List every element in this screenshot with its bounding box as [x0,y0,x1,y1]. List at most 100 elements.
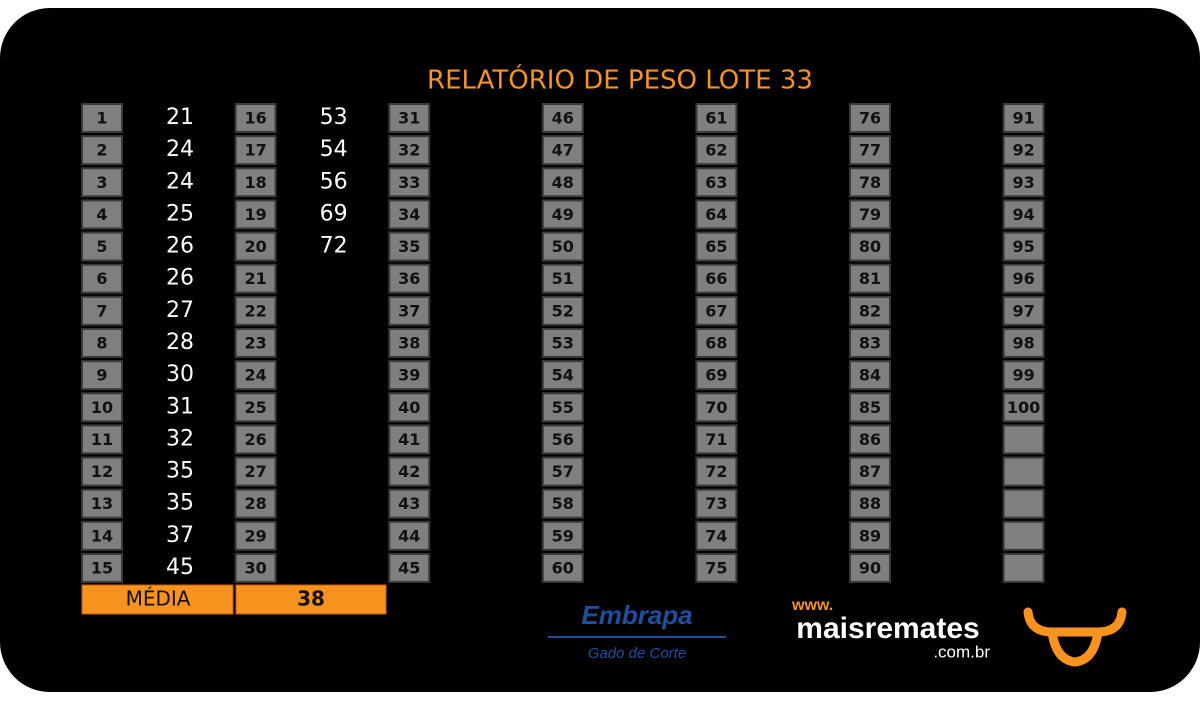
id-box [695,263,738,294]
id-label: 21 [244,269,266,288]
id-label: 14 [91,526,113,545]
id-label: 94 [1012,205,1034,224]
id-label: 41 [398,430,420,449]
id-label: 71 [705,430,727,449]
id-label: 26 [244,430,266,449]
id-box [695,167,738,198]
average-value-cell [235,584,387,615]
id-label: 86 [859,430,881,449]
weight: 45 [166,555,194,580]
id-label: 84 [859,366,881,385]
id-box [234,424,277,455]
id-label: 77 [859,141,881,160]
id-box [849,199,891,230]
id-box [388,520,431,551]
id-label: 28 [244,494,266,513]
id-box [541,263,584,294]
weight: 28 [166,330,194,355]
id-label: 1 [96,109,107,128]
id-box [1002,231,1045,262]
average-label: MÉDIA [126,587,191,611]
id-label: 91 [1012,109,1034,128]
id-box [81,552,123,583]
id-box [234,231,277,262]
bull-icon [1023,607,1127,667]
weight: 31 [166,394,194,419]
id-box [849,488,891,519]
id-label: 46 [552,109,574,128]
embrapa-logo: Embrapa [581,600,692,630]
id-box [1002,552,1045,583]
id-box [541,456,584,487]
id-box [849,231,891,262]
id-box [541,167,584,198]
id-box [234,103,277,133]
id-label: 99 [1012,366,1034,385]
id-label: 75 [705,558,727,577]
id-label: 38 [398,333,420,352]
id-label: 53 [552,333,574,352]
weight: 54 [320,137,348,162]
id-label: 24 [244,366,266,385]
id-label: 96 [1012,269,1034,288]
id-box [541,295,584,326]
embrapa-subtitle: Gado de Corte [588,645,686,662]
id-box [849,295,891,326]
id-label: 68 [705,333,727,352]
id-label: 66 [705,269,727,288]
id-box [695,424,738,455]
id-label: 58 [552,494,574,513]
id-label: 87 [859,462,881,481]
id-box [234,360,277,391]
id-box [695,231,738,262]
id-label: 7 [96,301,107,320]
id-label: 9 [96,366,107,385]
id-label: 76 [859,109,881,128]
id-box [234,392,277,423]
id-box [388,392,431,423]
id-box [388,263,431,294]
id-label: 20 [244,237,266,256]
id-label: 88 [859,494,881,513]
id-label: 56 [552,430,574,449]
id-label: 97 [1012,301,1034,320]
id-box [695,295,738,326]
id-box [1002,360,1045,391]
id-box [388,424,431,455]
id-label: 33 [398,173,420,192]
id-label: 45 [398,558,420,577]
id-box [541,520,584,551]
id-box [81,135,123,166]
id-label: 70 [705,398,727,417]
id-box [695,135,738,166]
id-box [1002,295,1045,326]
id-label: 100 [1007,398,1040,417]
id-box [1002,520,1045,551]
weight: 53 [320,105,348,130]
id-box [234,327,277,358]
average-value: 38 [297,587,325,611]
weight: 26 [166,266,194,291]
id-box [388,552,431,583]
id-label: 12 [91,462,113,481]
id-box [849,103,891,133]
weight: 27 [166,298,194,323]
id-label: 22 [244,301,266,320]
id-label: 18 [244,173,266,192]
id-box [541,103,584,133]
id-label: 17 [244,141,266,160]
id-label: 29 [244,526,266,545]
id-label: 25 [244,398,266,417]
weight: 24 [166,137,194,162]
id-box [849,360,891,391]
id-label: 23 [244,333,266,352]
id-label: 64 [705,205,727,224]
id-label: 27 [244,462,266,481]
id-label: 57 [552,462,574,481]
id-box [81,327,123,358]
id-label: 49 [552,205,574,224]
id-box [849,167,891,198]
id-label: 79 [859,205,881,224]
id-label: 78 [859,173,881,192]
id-box [1002,424,1045,455]
